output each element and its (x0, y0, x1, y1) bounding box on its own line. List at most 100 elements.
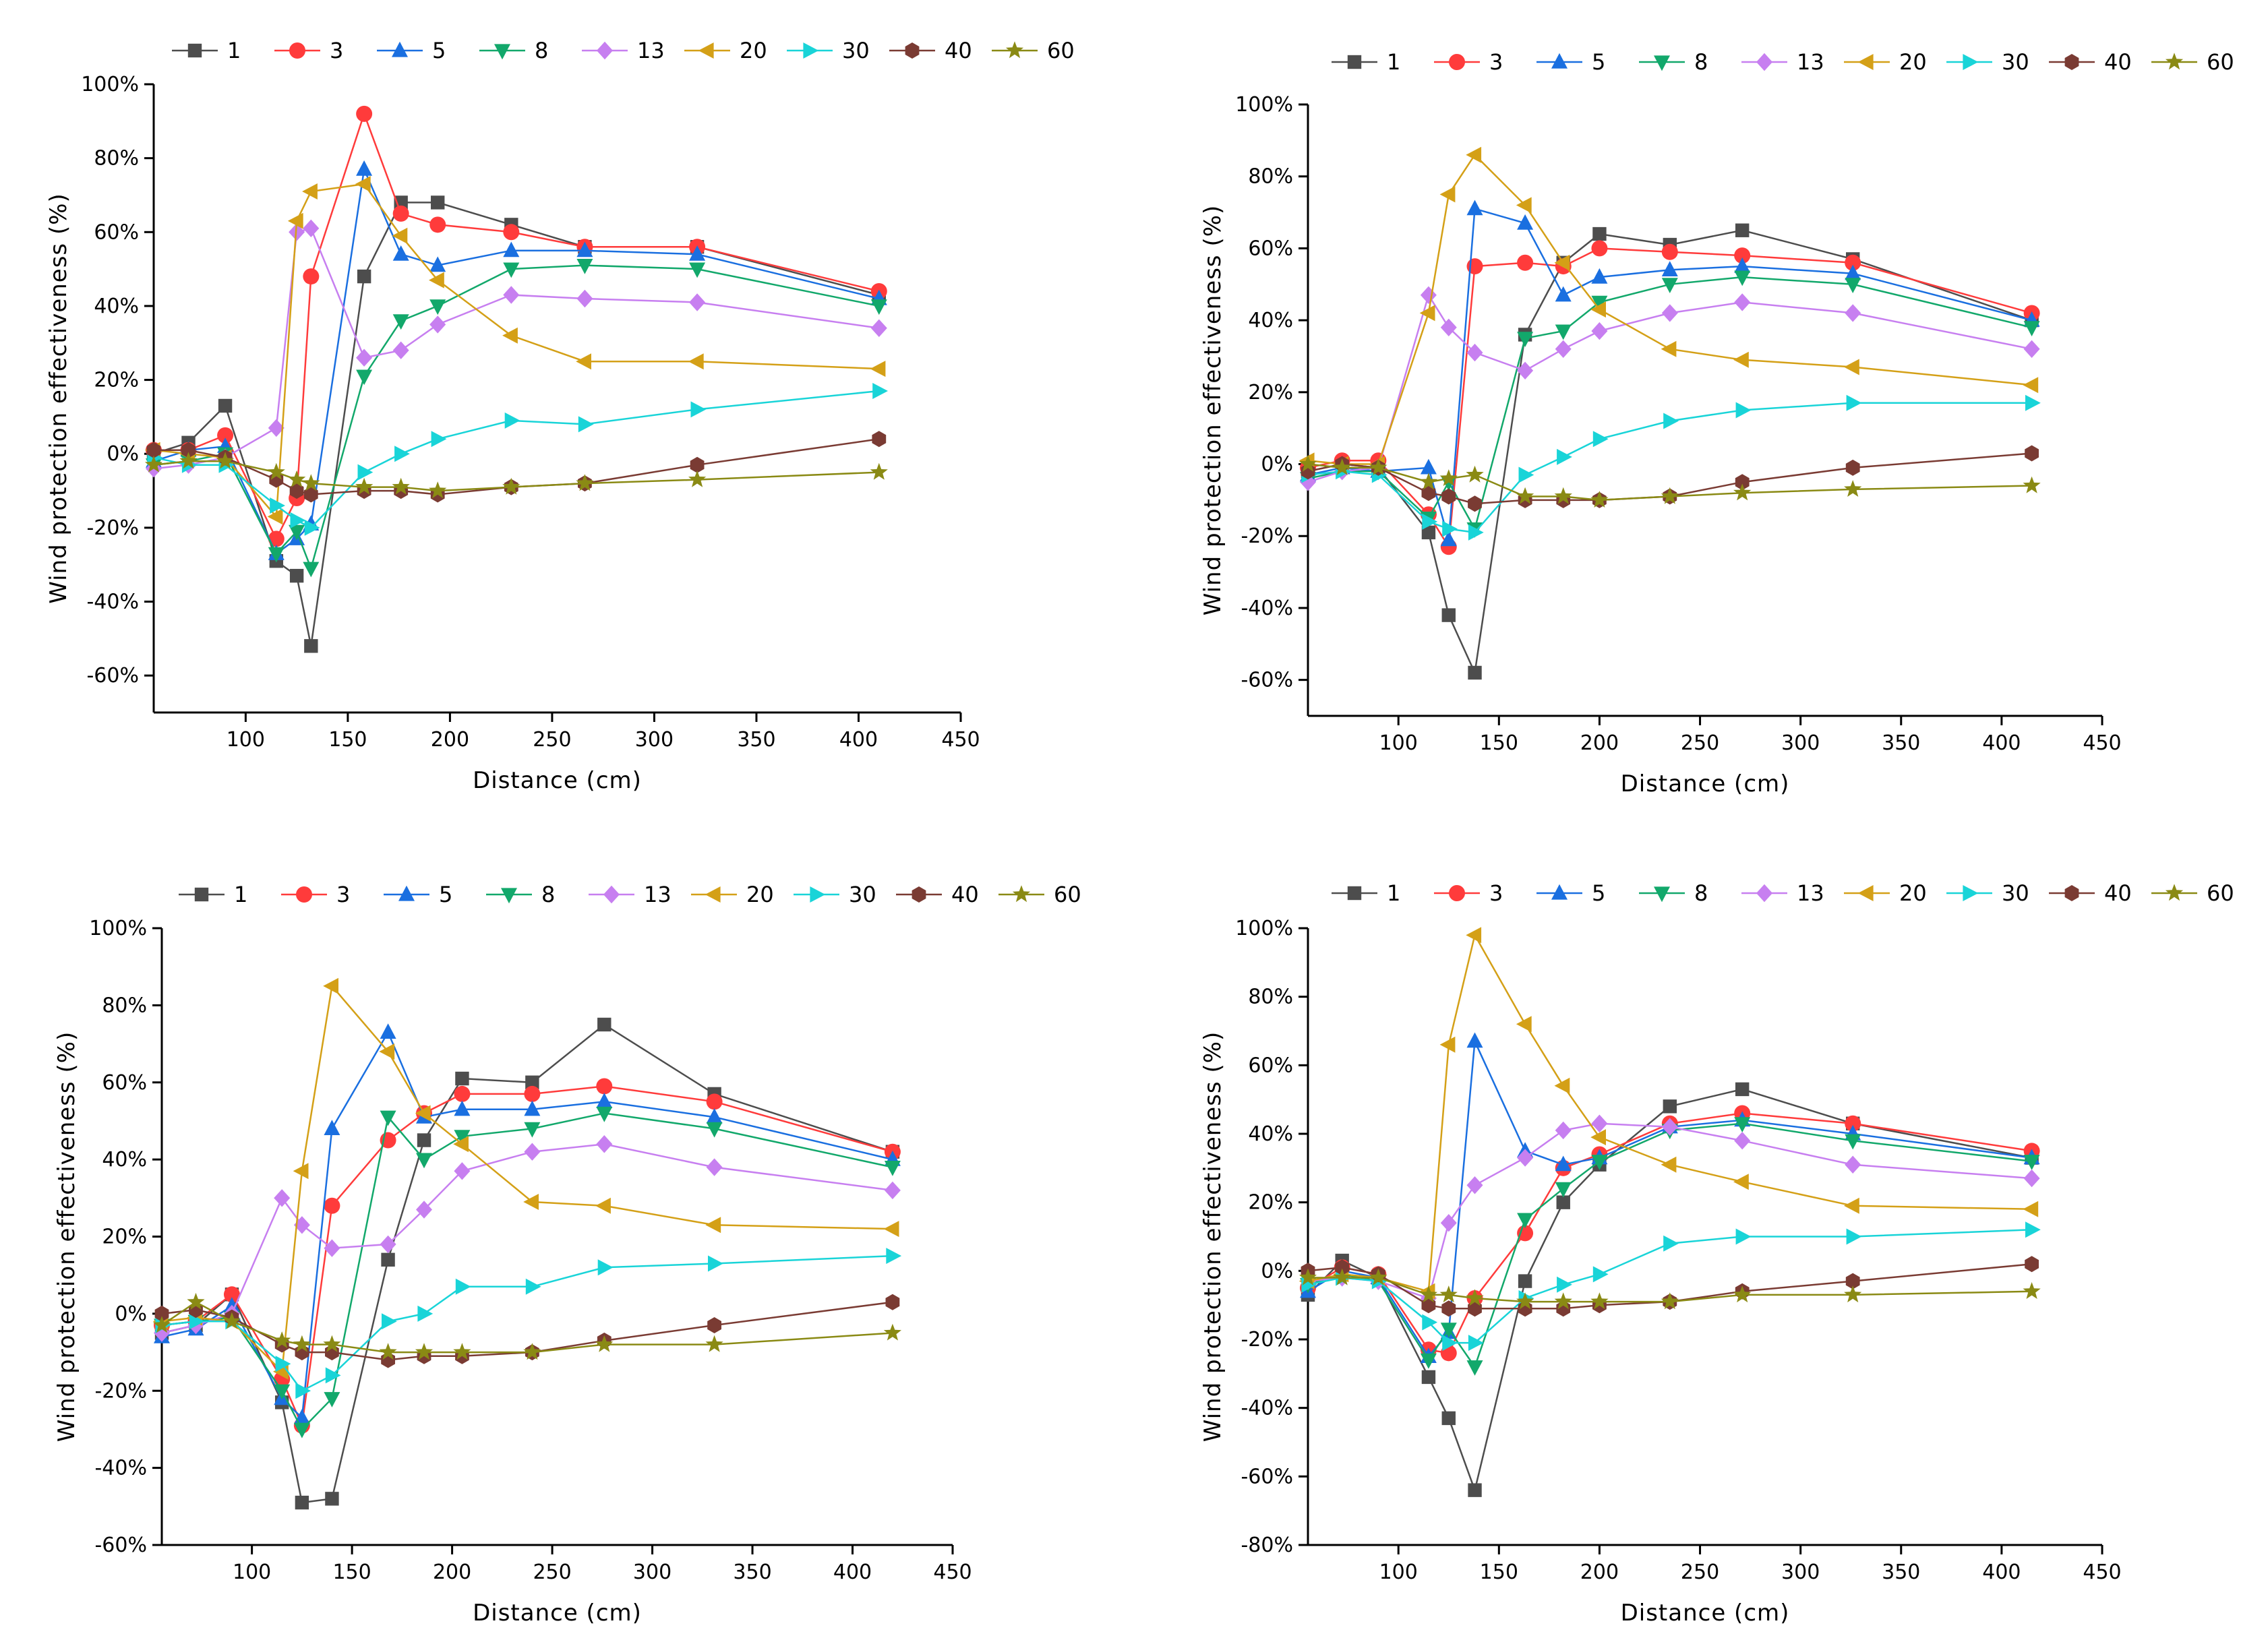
data-point-40 (885, 1294, 900, 1310)
data-point-20 (2023, 377, 2039, 394)
y-tick-label: -40% (86, 590, 139, 614)
data-point-13 (1466, 343, 1483, 362)
x-tick-label: 100 (227, 728, 265, 752)
y-tick-label: -20% (94, 1379, 147, 1403)
legend-marker-30 (1963, 885, 1979, 901)
data-point-3 (454, 1085, 471, 1102)
legend-label-60: 60 (1047, 38, 1075, 63)
data-point-13 (1591, 1114, 1608, 1132)
data-point-60 (523, 1343, 541, 1360)
data-point-8 (1555, 1182, 1572, 1198)
legend-label-13: 13 (1797, 49, 1824, 75)
series-30 (147, 383, 888, 536)
data-point-3 (706, 1093, 723, 1110)
data-point-20 (1439, 186, 1456, 203)
y-tick-label: 40% (1248, 1122, 1293, 1146)
series-line-60 (161, 1301, 893, 1354)
series-13 (1300, 286, 2040, 491)
data-point-13 (524, 1143, 541, 1161)
data-point-60 (883, 1323, 901, 1341)
data-point-3 (1734, 247, 1751, 264)
data-point-3 (303, 268, 320, 285)
data-point-8 (356, 369, 373, 386)
data-point-20 (705, 1217, 721, 1234)
data-point-60 (705, 1335, 723, 1352)
y-axis-label: Wind protection effectiveness (%) (1199, 205, 1226, 616)
x-tick-label: 150 (332, 1560, 371, 1584)
data-point-40 (303, 486, 318, 503)
data-point-60 (1299, 1268, 1317, 1285)
x-tick-label: 450 (933, 1560, 972, 1584)
data-point-30 (431, 431, 447, 448)
data-point-13 (268, 419, 285, 437)
legend-marker-20 (698, 42, 714, 59)
data-point-3 (524, 1085, 541, 1102)
data-point-13 (596, 1135, 613, 1153)
legend-marker-5 (1551, 884, 1568, 900)
data-point-1 (295, 1495, 309, 1510)
x-tick-label: 350 (1882, 731, 1920, 755)
data-point-13 (380, 1235, 396, 1254)
data-point-5 (706, 1108, 723, 1124)
data-point-20 (1661, 1156, 1677, 1173)
data-point-13 (2023, 340, 2040, 358)
data-point-30 (394, 446, 410, 462)
data-point-5 (454, 1100, 471, 1116)
y-tick-label: -40% (1241, 597, 1293, 620)
x-tick-label: 450 (2083, 731, 2121, 755)
data-point-60 (1439, 1285, 1458, 1303)
data-point-20 (1590, 301, 1606, 318)
legend-marker-1 (1347, 886, 1362, 901)
y-tick-label: 40% (1248, 309, 1293, 332)
legend-label-20: 20 (746, 882, 774, 907)
data-point-1 (1556, 1195, 1570, 1209)
data-point-1 (1735, 223, 1750, 237)
data-point-13 (1555, 340, 1572, 358)
data-point-40 (1441, 488, 1456, 505)
legend: 1 3 5 8 13 20 30 40 60 (172, 38, 1075, 63)
data-point-1 (1421, 525, 1436, 540)
x-tick-label: 200 (1580, 731, 1619, 755)
data-point-1 (1592, 226, 1607, 241)
data-point-40 (154, 1305, 169, 1322)
legend-label-30: 30 (842, 38, 870, 63)
data-point-8 (416, 1153, 432, 1169)
data-point-40 (690, 456, 705, 473)
y-tick-label: 0% (107, 442, 139, 466)
x-tick-label: 450 (2083, 1560, 2121, 1584)
data-point-20 (502, 327, 518, 344)
data-point-13 (1517, 361, 1534, 380)
x-tick-label: 350 (737, 728, 775, 752)
data-point-60 (502, 477, 520, 495)
data-point-13 (1591, 322, 1608, 340)
data-point-60 (415, 1343, 434, 1360)
data-point-20 (355, 176, 371, 192)
data-point-30 (455, 1278, 471, 1295)
data-point-13 (1845, 304, 1861, 322)
data-point-30 (2025, 394, 2041, 411)
data-point-1 (1468, 665, 1482, 680)
data-point-1 (1518, 1274, 1532, 1288)
data-point-30 (357, 464, 374, 481)
y-tick-label: 20% (1248, 381, 1293, 404)
legend-label-30: 30 (2002, 880, 2029, 906)
data-point-40 (1468, 495, 1482, 512)
legend-marker-1 (1347, 55, 1362, 69)
data-point-30 (872, 383, 888, 399)
data-point-13 (1661, 304, 1678, 322)
y-axis-label: Wind protection effectiveness (%) (1199, 1031, 1226, 1443)
data-point-40 (1421, 1297, 1436, 1314)
x-tick-label: 100 (233, 1560, 271, 1584)
data-point-30 (1846, 1228, 1862, 1245)
data-point-13 (706, 1158, 723, 1176)
data-point-20 (1419, 305, 1435, 322)
data-point-1 (325, 1492, 339, 1506)
data-point-20 (302, 183, 318, 200)
data-point-8 (1420, 1353, 1437, 1369)
x-tick-label: 300 (1781, 731, 1820, 755)
legend-label-1: 1 (227, 38, 241, 63)
legend-label-1: 1 (1387, 49, 1400, 75)
data-point-1 (1663, 1099, 1677, 1114)
y-tick-label: 40% (94, 295, 139, 318)
y-tick-label: 0% (115, 1302, 147, 1326)
